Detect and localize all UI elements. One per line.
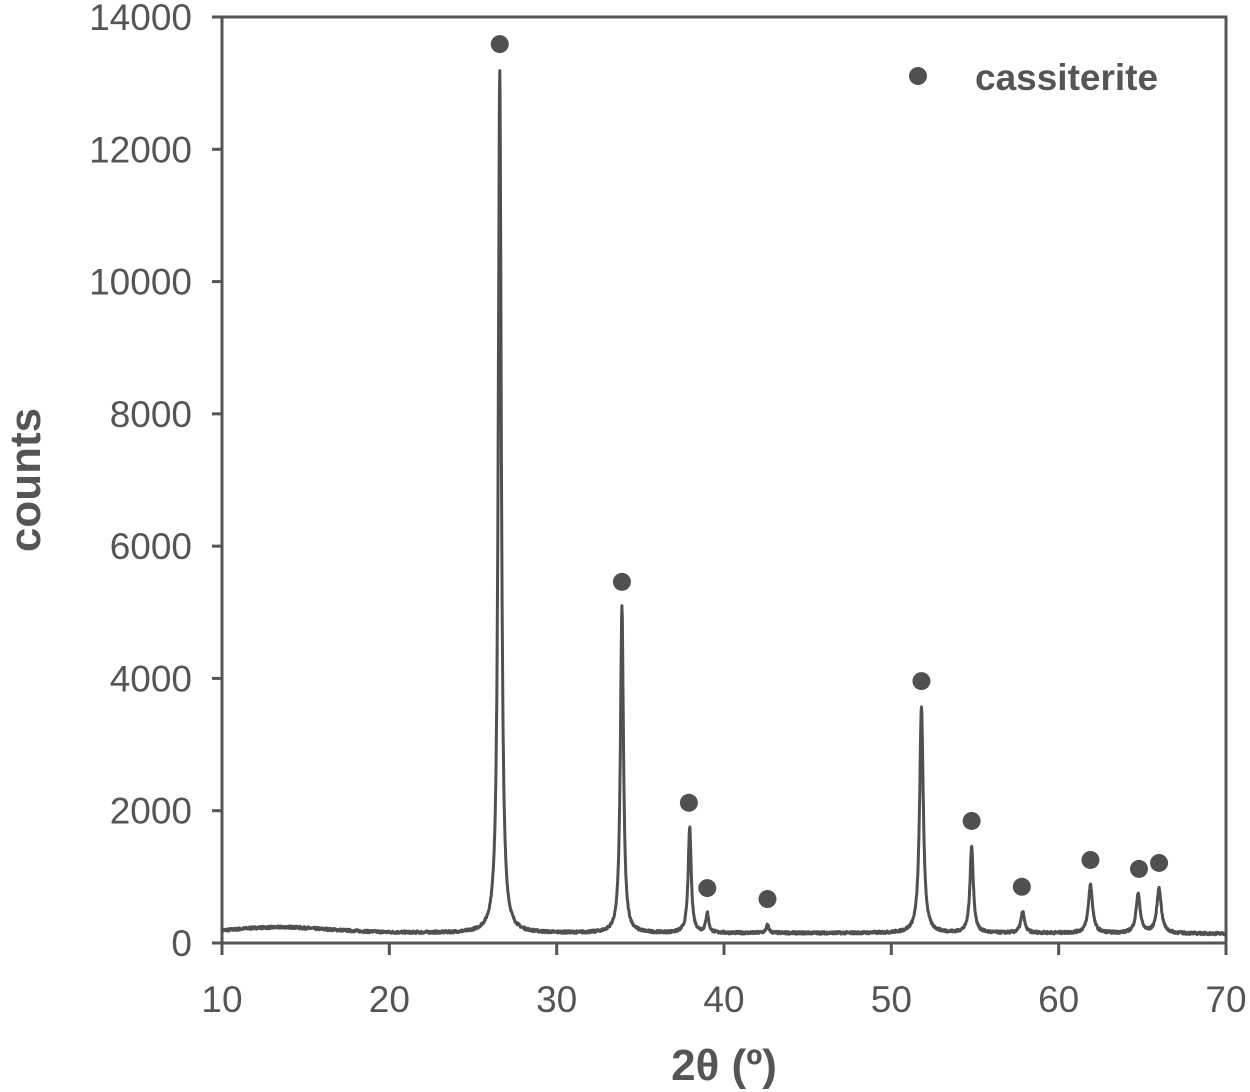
x-tick-label: 20 (369, 979, 410, 1020)
x-tick-label: 10 (201, 979, 242, 1020)
x-tick-label: 30 (536, 979, 577, 1020)
plot-frame (220, 15, 1228, 945)
cassiterite-marker (490, 35, 509, 54)
y-tick-label: 8000 (110, 394, 192, 435)
y-tick-label: 6000 (110, 526, 192, 567)
y-tick-label: 12000 (89, 129, 192, 170)
y-tick-label: 2000 (110, 791, 192, 832)
cassiterite-marker (1150, 853, 1169, 872)
x-tick-label: 70 (1205, 979, 1246, 1020)
diffraction-trace (220, 69, 1228, 937)
y-tick-label: 0 (171, 923, 192, 964)
cassiterite-marker (962, 811, 981, 830)
cassiterite-marker (758, 890, 777, 909)
legend-label: cassiterite (975, 57, 1158, 98)
x-tick-label: 60 (1038, 979, 1079, 1020)
legend-marker (909, 67, 927, 85)
cassiterite-marker (1012, 877, 1031, 896)
x-tick-label: 40 (703, 979, 744, 1020)
y-tick-label: 4000 (110, 658, 192, 699)
cassiterite-marker (679, 793, 698, 812)
y-axis-title: counts (1, 408, 50, 552)
y-tick-label: 10000 (89, 262, 192, 303)
cassiterite-marker (698, 879, 717, 898)
x-tick-label: 50 (871, 979, 912, 1020)
cassiterite-marker (612, 572, 631, 591)
y-tick-label: 14000 (89, 0, 192, 38)
cassiterite-marker (1129, 859, 1148, 878)
x-axis-title: 2θ (º) (671, 1041, 777, 1090)
cassiterite-marker (912, 672, 931, 691)
cassiterite-marker (1081, 850, 1100, 869)
